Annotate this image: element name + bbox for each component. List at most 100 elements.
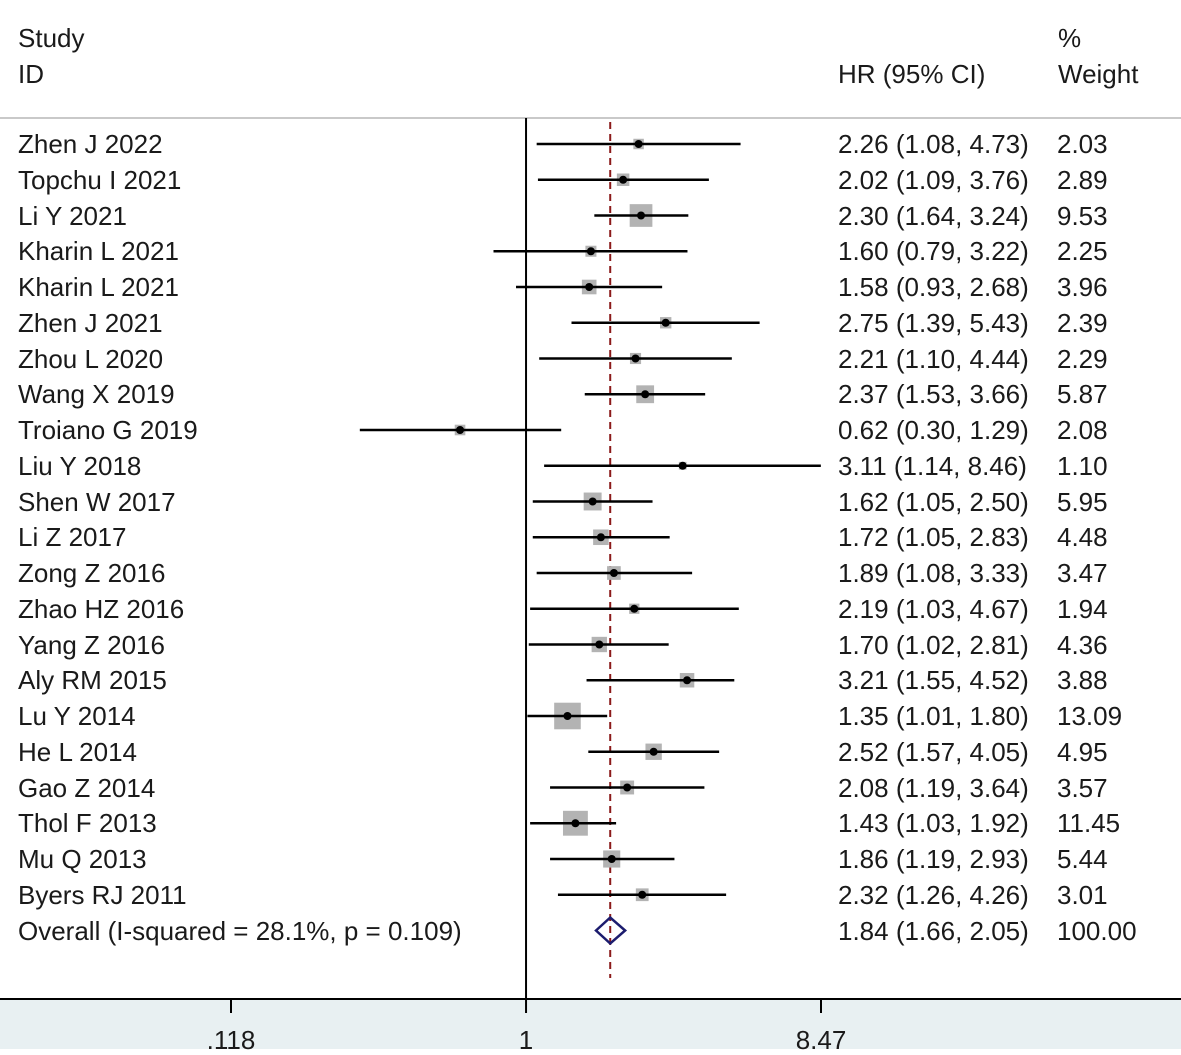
study-hr-ci: 2.30 (1.64, 3.24) [838, 200, 1029, 231]
study-weight: 3.47 [1057, 558, 1108, 588]
study-point-estimate [637, 211, 646, 220]
study-hr-ci: 1.60 (0.79, 3.22) [838, 236, 1029, 267]
study-name: Yang Z 2016 [18, 629, 165, 660]
study-point-estimate [683, 676, 692, 685]
header-hr-label: HR (95% CI) [838, 59, 986, 89]
study-weight: 4.95 [1057, 736, 1108, 767]
study-point-estimate [596, 533, 605, 542]
study-hr-ci: 2.75 (1.39, 5.43) [838, 307, 1029, 338]
study-row: Kharin L 2021 1.60 (0.79, 3.22) 2.25 [0, 236, 1181, 272]
overall-hr-ci: 1.84 (1.66, 2.05) [838, 915, 1029, 946]
study-row: Li Z 2017 1.72 (1.05, 2.83) 4.48 [0, 522, 1181, 558]
study-weight: 3.01 [1057, 879, 1108, 910]
overall-diamond [594, 915, 628, 946]
study-name: Lu Y 2014 [18, 701, 136, 731]
x-tick-label: 1 [518, 1025, 534, 1055]
study-hr-ci: 2.32 (1.26, 4.26) [838, 879, 1029, 910]
study-hr-ci: 1.89 (1.08, 3.33) [838, 558, 1029, 588]
study-row: Troiano G 2019 0.62 (0.30, 1.29) 2.08 [0, 415, 1181, 451]
study-weight: 3.57 [1057, 772, 1108, 803]
study-row: Zhen J 2021 2.75 (1.39, 5.43) 2.39 [0, 308, 1181, 344]
x-tick-label: 8.47 [795, 1025, 847, 1055]
study-weight: 5.95 [1057, 486, 1108, 517]
overall-weight: 100.00 [1057, 915, 1137, 946]
study-row: Liu Y 2018 3.11 (1.14, 8.46) 1.10 [0, 451, 1181, 487]
study-weight: 3.96 [1057, 272, 1108, 302]
study-point-estimate [586, 247, 595, 256]
overall-name: Overall (I-squared = 28.1%, p = 0.109) [18, 915, 462, 946]
study-row: Zong Z 2016 1.89 (1.08, 3.33) 3.47 [0, 558, 1181, 594]
study-name: Shen W 2017 [18, 486, 176, 517]
study-hr-ci: 2.26 (1.08, 4.73) [838, 129, 1029, 159]
x-tick-label: .118 [206, 1025, 256, 1055]
study-row: Aly RM 2015 3.21 (1.55, 4.52) 3.88 [0, 665, 1181, 701]
header-weight-label: Weight [1058, 59, 1139, 89]
overall-row: Overall (I-squared = 28.1%, p = 0.109) 1.… [0, 916, 1181, 952]
axis-footer-band [0, 1000, 1181, 1049]
study-weight: 2.03 [1057, 129, 1108, 159]
study-name: Zhen J 2022 [18, 129, 163, 159]
study-point-estimate [619, 175, 628, 184]
study-weight: 1.94 [1057, 593, 1108, 624]
study-weight: 11.45 [1057, 808, 1121, 839]
header-percent-label: % [1058, 23, 1082, 53]
study-row: Byers RJ 2011 2.32 (1.26, 4.26) 3.01 [0, 880, 1181, 916]
study-name: Liu Y 2018 [18, 450, 142, 481]
study-hr-ci: 2.21 (1.10, 4.44) [838, 343, 1029, 374]
study-name: Thol F 2013 [18, 808, 157, 839]
study-name: Wang X 2019 [18, 379, 175, 410]
study-name: Kharin L 2021 [18, 272, 179, 302]
study-hr-ci: 3.11 (1.14, 8.46) [838, 450, 1027, 481]
study-name: Kharin L 2021 [18, 236, 179, 267]
study-hr-ci: 1.72 (1.05, 2.83) [838, 522, 1029, 553]
study-weight: 5.87 [1057, 379, 1108, 410]
study-weight: 2.39 [1057, 307, 1108, 338]
study-name: Li Z 2017 [18, 522, 127, 553]
study-weight: 2.29 [1057, 343, 1108, 374]
study-point-estimate [609, 569, 618, 577]
study-row: He L 2014 2.52 (1.57, 4.05) 4.95 [0, 737, 1181, 773]
study-point-estimate [638, 890, 647, 899]
study-hr-ci: 1.86 (1.19, 2.93) [838, 844, 1029, 874]
study-weight: 2.25 [1057, 236, 1108, 267]
study-weight: 3.88 [1057, 665, 1108, 696]
study-name: Aly RM 2015 [18, 665, 167, 696]
study-point-estimate [630, 604, 639, 613]
study-name: Byers RJ 2011 [18, 879, 187, 910]
study-weight: 13.09 [1057, 701, 1123, 731]
study-row: Lu Y 2014 1.35 (1.01, 1.80) 13.09 [0, 701, 1181, 737]
study-point-estimate [595, 640, 604, 649]
study-weight: 5.44 [1057, 844, 1108, 874]
study-name: He L 2014 [18, 736, 138, 767]
study-name: Troiano G 2019 [18, 415, 198, 445]
study-weight: 2.08 [1057, 415, 1108, 445]
study-point-estimate [678, 461, 687, 470]
study-hr-ci: 1.35 (1.01, 1.80) [838, 701, 1029, 731]
study-point-estimate [456, 426, 465, 434]
study-row: Gao Z 2014 2.08 (1.19, 3.64) 3.57 [0, 773, 1181, 809]
study-weight: 4.48 [1057, 522, 1108, 553]
study-name: Mu Q 2013 [18, 844, 147, 874]
study-hr-ci: 0.62 (0.30, 1.29) [838, 415, 1029, 445]
study-point-estimate [585, 283, 594, 291]
study-row: Li Y 2021 2.30 (1.64, 3.24) 9.53 [0, 201, 1181, 237]
study-point-estimate [641, 390, 650, 399]
study-hr-ci: 2.52 (1.57, 4.05) [838, 736, 1029, 767]
study-row: Thol F 2013 1.43 (1.03, 1.92) 11.45 [0, 808, 1181, 844]
study-name: Zhao HZ 2016 [18, 593, 185, 624]
study-weight: 4.36 [1057, 629, 1108, 660]
study-name: Zhen J 2021 [18, 307, 163, 338]
study-hr-ci: 1.43 (1.03, 1.92) [838, 808, 1029, 839]
study-hr-ci: 2.08 (1.19, 3.64) [838, 772, 1029, 803]
study-hr-ci: 1.58 (0.93, 2.68) [838, 272, 1029, 302]
study-point-estimate [623, 783, 632, 792]
header-divider [0, 117, 1181, 119]
study-row: Mu Q 2013 1.86 (1.19, 2.93) 5.44 [0, 844, 1181, 880]
study-point-estimate [571, 819, 580, 828]
study-row: Wang X 2019 2.37 (1.53, 3.66) 5.87 [0, 379, 1181, 415]
study-name: Gao Z 2014 [18, 772, 156, 803]
study-hr-ci: 2.37 (1.53, 3.66) [838, 379, 1029, 410]
study-hr-ci: 3.21 (1.55, 4.52) [838, 665, 1029, 696]
study-point-estimate [563, 712, 572, 720]
